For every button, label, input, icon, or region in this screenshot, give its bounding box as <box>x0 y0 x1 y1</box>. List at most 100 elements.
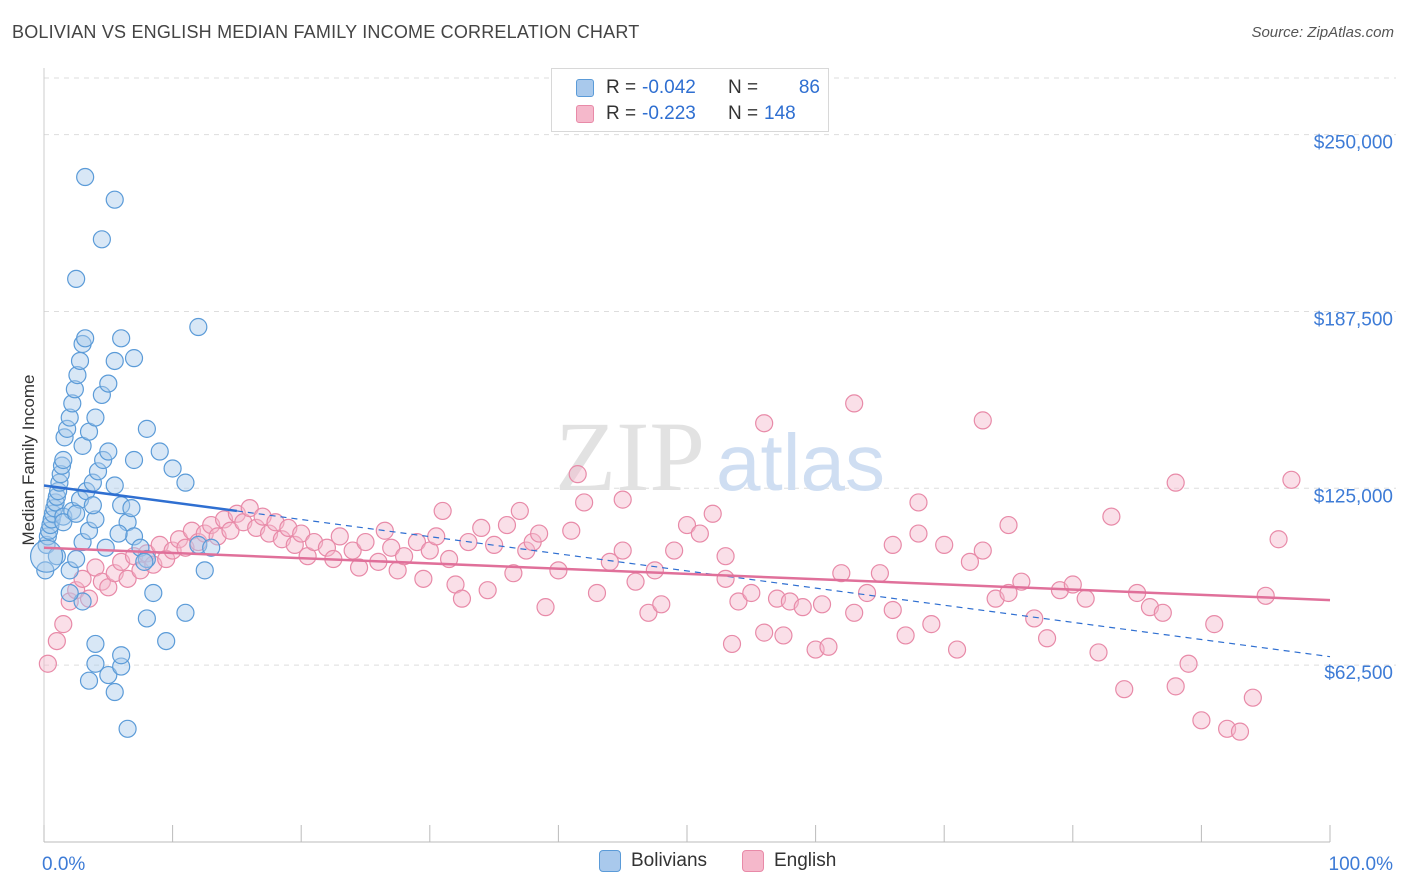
bolivians-point <box>65 380 84 399</box>
english-point <box>349 558 369 577</box>
y-tick-label: $62,500 <box>1324 663 1393 684</box>
bolivians-point <box>135 552 154 571</box>
bolivians-point <box>67 269 86 289</box>
english-point <box>478 581 497 600</box>
x-tick-label-left: 0.0% <box>42 854 85 875</box>
bolivians-point <box>150 442 169 461</box>
bolivians-point <box>96 538 115 557</box>
bolivians-point <box>124 450 144 470</box>
english-point <box>832 564 851 583</box>
bolivians-point <box>105 476 124 495</box>
english-point <box>1025 609 1044 628</box>
bolivians-point <box>54 450 73 470</box>
bolivians-point <box>70 351 90 371</box>
english-point <box>356 532 375 552</box>
watermark-zip: ZIP <box>555 401 705 512</box>
english-point <box>433 501 452 521</box>
legend-swatch-english <box>576 105 594 123</box>
bolivians-point <box>189 317 208 337</box>
bolivians-point <box>76 329 95 348</box>
english-point <box>1192 711 1211 730</box>
legend-swatch-bolivians <box>576 79 594 97</box>
bolivians-point <box>67 504 86 523</box>
bolivians-point <box>202 538 221 557</box>
series-legend: Bolivians English <box>0 850 1406 880</box>
y-axis-label: Median Family Income <box>19 374 38 545</box>
axis-layer <box>43 68 1331 843</box>
english-point <box>999 515 1018 535</box>
watermark-atlas: atlas <box>716 418 885 507</box>
english-point <box>292 524 311 543</box>
english-point <box>394 547 414 566</box>
english-point <box>909 524 928 543</box>
legend-n-label: N = <box>728 103 759 124</box>
english-swatch <box>742 850 764 872</box>
bolivians-point <box>144 583 163 603</box>
english-point <box>973 541 992 560</box>
stats-legend: R = -0.042 N = 86 R = -0.223 N = 148 <box>551 68 829 132</box>
bolivians-point <box>118 719 137 738</box>
english-point <box>1269 530 1288 549</box>
legend-r-label: R = <box>606 103 637 124</box>
english-point <box>652 595 671 614</box>
english-point <box>690 524 709 543</box>
bolivians-point <box>86 408 105 427</box>
bolivians-point <box>92 230 111 249</box>
english-point <box>626 572 645 591</box>
english-point <box>1115 680 1134 699</box>
bolivians-point <box>60 583 79 603</box>
english-point <box>1179 654 1198 673</box>
english-trend <box>43 546 1331 602</box>
bolivians-point <box>99 374 118 393</box>
bolivians-point <box>112 646 131 665</box>
english-point <box>530 524 549 543</box>
bolivians-point <box>40 521 59 540</box>
legend-row-english: R = -0.223 N = 148 <box>552 101 802 127</box>
bolivians-point <box>163 459 182 478</box>
y-tick-label: $187,500 <box>1314 309 1393 330</box>
bolivians-point <box>105 190 124 209</box>
bolivians-point <box>94 450 113 470</box>
english-point <box>1243 688 1262 707</box>
bolivians-point <box>137 419 156 438</box>
bolivians-point <box>68 366 87 385</box>
english-point <box>613 541 632 560</box>
english-point <box>1282 470 1301 489</box>
bolivians-trend <box>43 484 238 513</box>
english-point <box>1037 629 1057 648</box>
bolivians-point <box>73 592 92 611</box>
bolivians-point <box>105 682 124 702</box>
series-bolivians <box>29 167 221 738</box>
english-point <box>677 515 697 535</box>
english-point <box>1102 507 1121 526</box>
english-point <box>240 499 259 518</box>
legend-item-english[interactable]: English <box>742 850 836 872</box>
english-point <box>755 414 774 433</box>
english-point <box>497 515 517 535</box>
bolivians-swatch <box>599 850 621 872</box>
bolivians-point <box>42 510 61 529</box>
bolivians-point <box>83 496 102 515</box>
bolivians-point <box>79 521 99 540</box>
english-point <box>1166 677 1185 696</box>
bolivians-point <box>79 671 99 690</box>
english-point <box>935 535 954 554</box>
legend-r-value: -0.042 <box>642 77 696 98</box>
english-point <box>909 493 928 512</box>
english-point <box>510 501 529 521</box>
bolivians-point <box>86 654 105 673</box>
english-point <box>485 535 504 554</box>
english-point <box>845 394 864 413</box>
english-point <box>549 561 568 580</box>
english-point <box>47 631 66 651</box>
legend-r-value: -0.223 <box>642 103 696 124</box>
bolivians-trend-dashed <box>236 510 1331 658</box>
y-tick-label: $125,000 <box>1314 486 1393 507</box>
english-point <box>330 527 349 546</box>
y-axis-label-text: Median Family Income <box>19 374 38 545</box>
english-point <box>536 598 555 617</box>
english-point <box>729 592 748 611</box>
english-point <box>375 521 394 540</box>
legend-item-bolivians[interactable]: Bolivians <box>599 850 707 872</box>
bolivians-point <box>92 385 111 405</box>
